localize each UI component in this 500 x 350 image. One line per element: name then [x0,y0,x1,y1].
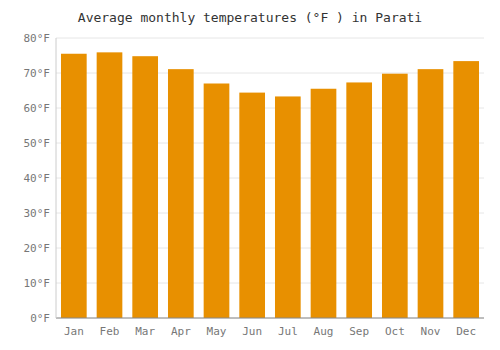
y-tick-label: 30°F [24,207,51,220]
bar [132,56,158,318]
x-tick-label: Apr [171,325,191,338]
x-tick-label: Jun [242,325,262,338]
bar [204,84,230,319]
x-tick-label: Jan [64,325,84,338]
x-tick-label: Sep [349,325,369,338]
y-tick-label: 70°F [24,67,51,80]
bar [346,82,372,318]
grid-line [56,38,484,39]
x-tick-label: Mar [135,325,155,338]
x-axis-line [56,318,484,319]
bar [61,54,87,318]
bars [61,52,479,318]
x-tick-label: Feb [100,325,120,338]
x-tick-label: Jul [278,325,298,338]
bar [453,61,479,318]
bar [311,89,337,318]
x-axis: Jan Feb Mar Apr May Jun Jul Aug Sep Oct Nov Dec [64,325,476,338]
y-tick-label: 50°F [24,137,51,150]
bar [168,69,194,318]
grid [56,38,484,318]
bar [382,74,408,318]
y-tick-label: 0°F [30,312,50,325]
chart: Average monthly temperatures (°F ) in Pa… [0,0,500,350]
x-tick-label: Aug [314,325,334,338]
x-tick-label: Nov [421,325,441,338]
y-tick-label: 60°F [24,102,51,115]
y-axis-line [56,38,57,318]
x-tick-label: Dec [456,325,476,338]
grid-line [56,318,484,319]
bar [239,93,265,318]
y-tick-label: 40°F [24,172,51,185]
y-axis: 0°F 10°F 20°F 30°F 40°F 50°F 60°F 70°F 80°F [24,32,51,325]
bar [418,69,444,318]
y-tick-label: 80°F [24,32,51,45]
x-tick-label: May [207,325,227,338]
y-tick-label: 10°F [24,277,51,290]
y-tick-label: 20°F [24,242,51,255]
x-tick-label: Oct [385,325,405,338]
bar [97,52,123,318]
title: Average monthly temperatures (°F ) in Pa… [78,10,422,25]
bar [275,96,301,318]
